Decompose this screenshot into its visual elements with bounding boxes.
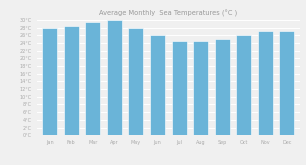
Bar	[215, 39, 230, 135]
Bar	[258, 31, 273, 135]
Bar	[150, 35, 165, 135]
Bar	[193, 41, 208, 135]
Bar	[85, 22, 100, 135]
Title: Average Monthly  Sea Temperatures (°C ): Average Monthly Sea Temperatures (°C )	[99, 10, 237, 17]
Bar	[64, 26, 79, 135]
Bar	[42, 28, 57, 135]
Bar	[236, 35, 251, 135]
Bar	[172, 41, 187, 135]
Bar	[129, 28, 144, 135]
Bar	[279, 31, 294, 135]
Bar	[107, 20, 122, 135]
